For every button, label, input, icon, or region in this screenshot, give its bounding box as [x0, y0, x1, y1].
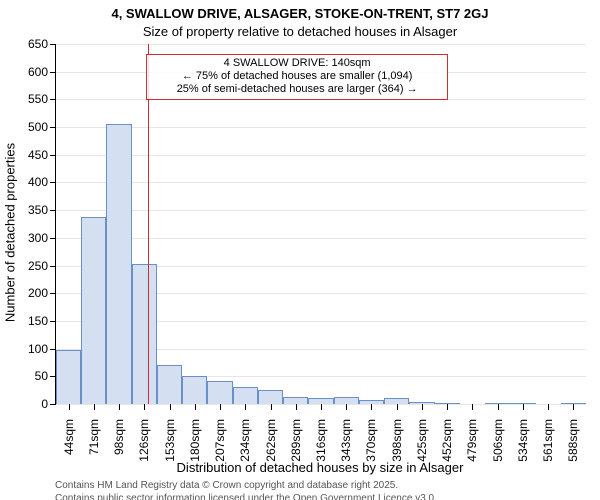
plot-area: 0501001502002503003504004505005506006504…	[55, 44, 586, 405]
y-tick-label: 650	[16, 37, 48, 51]
x-tick	[144, 404, 145, 410]
footer-line-2: Contains public sector information licen…	[55, 493, 437, 500]
y-tick-label: 150	[16, 314, 48, 328]
y-tick-label: 200	[16, 286, 48, 300]
x-tick	[321, 404, 322, 410]
gridline	[56, 210, 586, 211]
footer-line-1: Contains HM Land Registry data © Crown c…	[55, 480, 398, 491]
chart-container: 4, SWALLOW DRIVE, ALSAGER, STOKE-ON-TREN…	[0, 0, 600, 500]
y-tick	[50, 293, 56, 294]
y-tick	[50, 44, 56, 45]
histogram-bar	[334, 397, 359, 404]
y-tick	[50, 182, 56, 183]
y-tick	[50, 210, 56, 211]
y-tick	[50, 404, 56, 405]
annotation-box: 4 SWALLOW DRIVE: 140sqm← 75% of detached…	[146, 54, 448, 100]
histogram-bar	[106, 124, 131, 404]
annotation-line1: 4 SWALLOW DRIVE: 140sqm	[151, 57, 443, 70]
title-line-1: 4, SWALLOW DRIVE, ALSAGER, STOKE-ON-TREN…	[0, 6, 600, 21]
y-tick-label: 600	[16, 65, 48, 79]
y-tick	[50, 155, 56, 156]
x-tick	[296, 404, 297, 410]
x-tick	[271, 404, 272, 410]
y-tick-label: 300	[16, 231, 48, 245]
y-tick-label: 100	[16, 342, 48, 356]
x-tick	[371, 404, 372, 410]
x-tick	[245, 404, 246, 410]
y-tick-label: 550	[16, 92, 48, 106]
x-tick	[346, 404, 347, 410]
x-tick	[573, 404, 574, 410]
x-tick	[69, 404, 70, 410]
y-tick-label: 350	[16, 203, 48, 217]
annotation-line2: ← 75% of detached houses are smaller (1,…	[151, 70, 443, 83]
y-tick	[50, 99, 56, 100]
x-tick	[472, 404, 473, 410]
x-tick	[422, 404, 423, 410]
histogram-bar	[182, 376, 207, 404]
title-line-2: Size of property relative to detached ho…	[0, 24, 600, 39]
histogram-bar	[132, 264, 157, 404]
histogram-bar	[207, 381, 232, 404]
y-tick	[50, 266, 56, 267]
x-tick	[548, 404, 549, 410]
histogram-bar	[157, 365, 182, 404]
y-tick-label: 500	[16, 120, 48, 134]
histogram-bar	[56, 350, 81, 404]
y-tick	[50, 238, 56, 239]
y-tick-label: 0	[16, 397, 48, 411]
gridline	[56, 155, 586, 156]
histogram-bar	[283, 397, 308, 404]
x-tick	[523, 404, 524, 410]
histogram-bar	[81, 217, 106, 404]
x-tick	[498, 404, 499, 410]
y-tick	[50, 72, 56, 73]
gridline	[56, 127, 586, 128]
gridline	[56, 238, 586, 239]
x-tick	[170, 404, 171, 410]
histogram-bar	[233, 387, 258, 404]
x-tick	[220, 404, 221, 410]
x-tick	[119, 404, 120, 410]
y-tick-label: 250	[16, 259, 48, 273]
x-axis-label: Distribution of detached houses by size …	[55, 460, 585, 475]
annotation-line3: 25% of semi-detached houses are larger (…	[151, 83, 443, 96]
y-tick	[50, 321, 56, 322]
y-tick-label: 400	[16, 175, 48, 189]
y-tick	[50, 127, 56, 128]
x-tick	[94, 404, 95, 410]
y-tick-label: 50	[16, 369, 48, 383]
x-tick	[195, 404, 196, 410]
x-tick	[447, 404, 448, 410]
histogram-bar	[258, 390, 283, 404]
gridline	[56, 182, 586, 183]
x-tick	[397, 404, 398, 410]
gridline	[56, 44, 586, 45]
y-tick-label: 450	[16, 148, 48, 162]
